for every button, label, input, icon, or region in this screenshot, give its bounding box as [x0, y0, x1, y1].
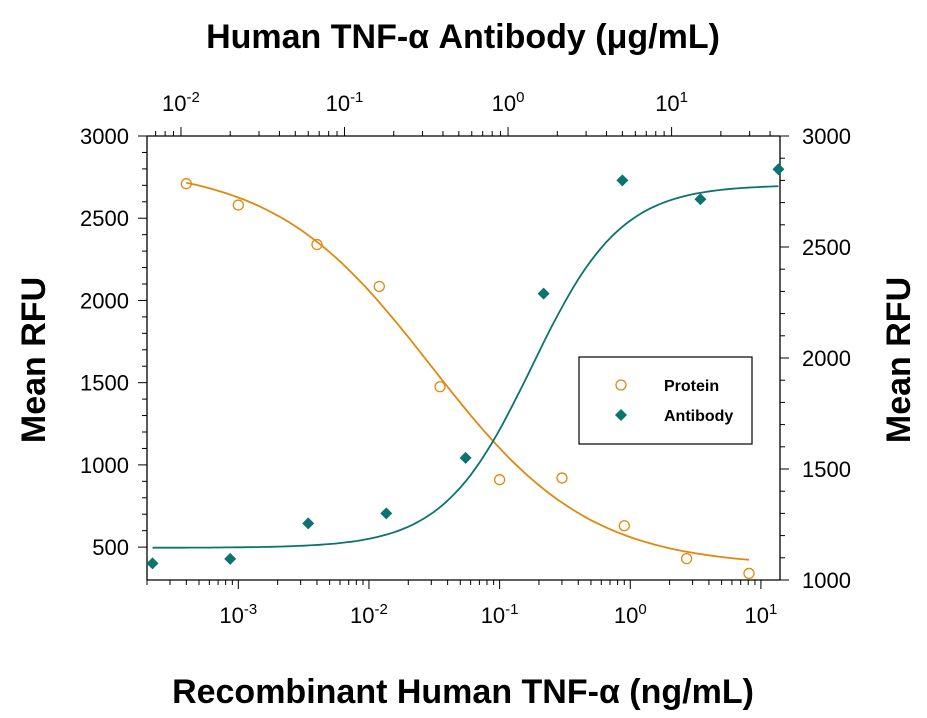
legend-label-antibody: Antibody — [664, 408, 733, 425]
data-point-protein — [373, 280, 385, 293]
data-point-antibody — [694, 193, 707, 206]
y-right-tick-label: 2000 — [802, 346, 851, 371]
data-point-antibody — [459, 451, 472, 464]
data-point-antibody — [537, 287, 550, 300]
x-bottom-tick-label: 10-1 — [481, 601, 519, 628]
data-point-antibody — [146, 557, 159, 570]
y-right-tick-label: 2500 — [802, 235, 851, 260]
x-top-tick-label: 10-1 — [326, 89, 364, 116]
y-left-tick-label: 2500 — [80, 206, 129, 231]
data-point-protein — [618, 520, 630, 532]
data-point-antibody — [224, 552, 237, 565]
x-top-tick-label: 101 — [655, 89, 688, 116]
x-bottom-tick-label: 100 — [614, 601, 647, 628]
y-axis-label-right: Mean RFU — [880, 277, 918, 443]
x-bottom-tick-label: 10-3 — [219, 601, 257, 628]
data-point-antibody — [302, 517, 315, 530]
x-bottom-tick-label: 101 — [744, 601, 777, 628]
data-point-protein — [680, 552, 693, 565]
fit-curve-protein — [186, 181, 750, 561]
legend-label-protein: Protein — [664, 378, 719, 395]
data-point-antibody — [772, 163, 785, 176]
x-bottom-tick-label: 10-2 — [350, 601, 388, 628]
y-right-tick-label: 3000 — [802, 124, 851, 149]
x-top-tick-label: 100 — [492, 89, 525, 116]
legend-box — [578, 356, 753, 445]
axes: 10-3 10-2 10-1 100 101 10-2 10-1 100 101 500 1000 1… — [80, 89, 851, 628]
data-point-antibody — [616, 174, 629, 187]
fit-curve-antibody — [152, 185, 779, 549]
chart-title: Human TNF-α Antibody (μg/mL) — [206, 18, 720, 56]
y-left-tick-label: 500 — [92, 535, 129, 560]
data-point-protein — [434, 381, 446, 393]
x-axis-label: Recombinant Human TNF-α (ng/mL) — [172, 673, 754, 711]
data-point-protein — [180, 178, 192, 190]
data-points — [146, 163, 785, 580]
x-top-tick-label: 10-2 — [162, 89, 200, 116]
y-right-tick-label: 1500 — [802, 457, 851, 482]
legend-marker-protein — [615, 379, 627, 391]
data-point-protein — [232, 199, 244, 211]
data-point-protein — [556, 472, 568, 484]
fit-curves — [152, 181, 779, 561]
data-point-antibody — [380, 507, 393, 520]
data-point-protein — [311, 238, 323, 251]
y-axis-label-left: Mean RFU — [15, 277, 53, 443]
legend-marker-antibody — [615, 409, 627, 421]
y-left-tick-label: 1500 — [80, 371, 129, 396]
y-left-tick-label: 3000 — [80, 124, 129, 149]
data-point-protein — [743, 567, 755, 580]
y-right-tick-label: 1000 — [802, 568, 851, 593]
y-left-tick-label: 2000 — [80, 288, 129, 313]
y-left-tick-label: 1000 — [80, 453, 129, 478]
data-point-protein — [493, 474, 506, 486]
legend: Protein Antibody — [578, 356, 753, 445]
